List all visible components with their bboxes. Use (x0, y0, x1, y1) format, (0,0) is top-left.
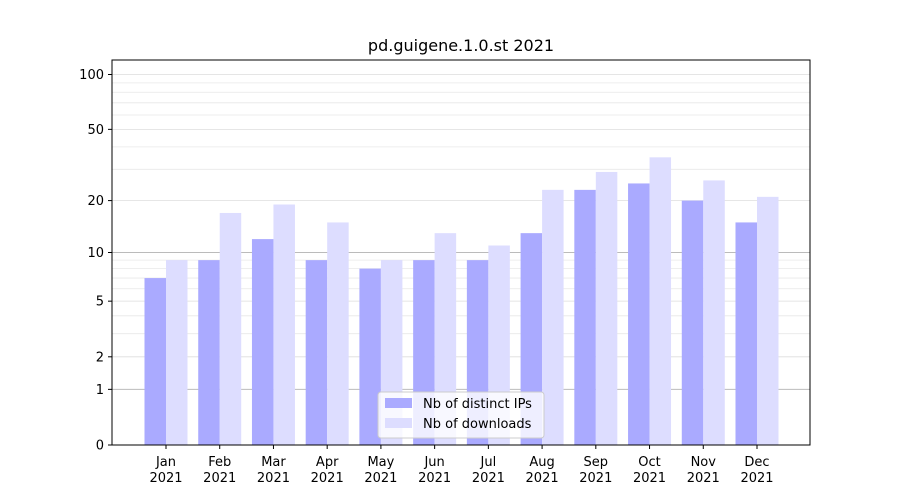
bar-downloads-jan (166, 260, 188, 445)
legend-swatch (385, 398, 412, 408)
x-tick-year-label: 2021 (203, 471, 236, 486)
bar-distinct-ips-jan (144, 278, 166, 445)
x-tick-year-label: 2021 (579, 471, 612, 486)
bar-downloads-feb (219, 212, 242, 445)
y-tick-label: 50 (87, 123, 104, 138)
legend: Nb of distinct IPs Nb of downloads (377, 391, 545, 439)
bar-distinct-ips-apr (305, 260, 328, 445)
bar-distinct-ips-may (359, 268, 381, 445)
x-tick-label: Feb (208, 455, 231, 470)
bar-downloads-nov (703, 180, 725, 446)
legend-swatch (385, 418, 412, 428)
bar-distinct-ips-nov (681, 200, 704, 445)
x-tick-label: Mar (261, 455, 286, 470)
x-tick-year-label: 2021 (364, 471, 397, 486)
y-tick-label: 100 (79, 68, 104, 83)
x-tick-label: May (367, 455, 394, 470)
y-tick-label: 5 (96, 295, 104, 310)
legend-label: Nb of downloads (423, 417, 532, 432)
x-tick-label: Jan (155, 455, 176, 470)
x-tick-label: Sep (584, 455, 609, 470)
x-tick-year-label: 2021 (418, 471, 451, 486)
x-tick-year-label: 2021 (257, 471, 290, 486)
x-tick-label: Oct (638, 455, 660, 470)
y-axis: 0 1 2 5 10 20 50 100 (79, 68, 112, 454)
x-tick-label: Jul (480, 455, 497, 470)
x-axis: Jan2021Feb2021Mar2021Apr2021May2021Jun20… (149, 445, 774, 486)
bar-downloads-mar (273, 204, 295, 445)
x-tick-year-label: 2021 (149, 471, 182, 486)
bar-downloads-sep (595, 171, 618, 445)
bar-distinct-ips-dec (735, 222, 757, 445)
y-tick-label: 2 (96, 350, 104, 365)
x-tick-year-label: 2021 (472, 471, 505, 486)
x-tick-label: Dec (744, 455, 769, 470)
y-tick-label: 10 (87, 246, 104, 261)
x-tick-year-label: 2021 (740, 471, 773, 486)
y-tick-label: 20 (87, 194, 104, 209)
legend-label: Nb of distinct IPs (423, 397, 532, 412)
x-tick-label: Apr (316, 455, 339, 470)
bar-downloads-aug (542, 189, 564, 445)
bar-distinct-ips-feb (198, 260, 220, 445)
x-tick-year-label: 2021 (687, 471, 720, 486)
x-tick-year-label: 2021 (311, 471, 344, 486)
legend-box (377, 391, 545, 439)
bar-downloads-oct (649, 157, 672, 445)
bar-downloads-dec (757, 196, 779, 445)
bar-downloads-apr (327, 222, 349, 445)
bar-distinct-ips-oct (628, 183, 650, 445)
x-tick-label: Jun (423, 455, 444, 470)
y-tick-label: 1 (96, 383, 104, 398)
x-tick-label: Aug (529, 455, 554, 470)
x-tick-year-label: 2021 (633, 471, 666, 486)
bar-distinct-ips-mar (251, 239, 274, 445)
bar-distinct-ips-sep (574, 189, 596, 445)
bars (144, 157, 779, 446)
x-tick-year-label: 2021 (526, 471, 559, 486)
x-tick-label: Nov (691, 455, 717, 470)
y-tick-label: 0 (96, 439, 104, 454)
chart-title: pd.guigene.1.0.st 2021 (368, 36, 554, 55)
